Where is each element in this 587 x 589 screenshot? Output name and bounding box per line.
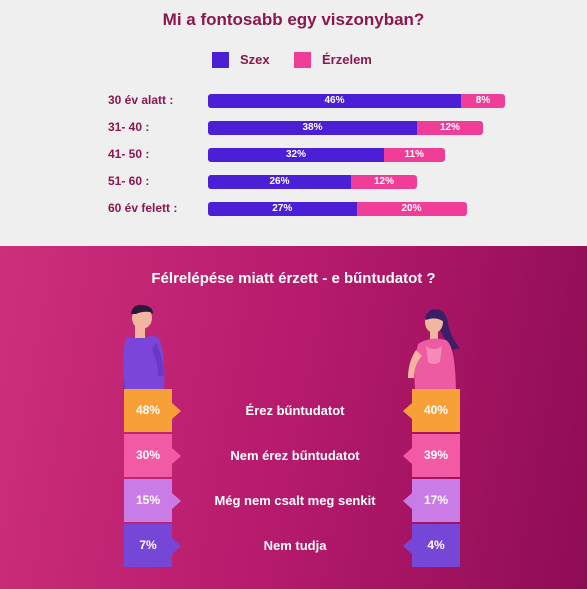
- bar-segment-szex: 46%: [208, 94, 461, 108]
- right-pointer: [403, 538, 412, 554]
- legend-label-erzelem: Érzelem: [322, 52, 372, 67]
- woman-figure: [408, 309, 460, 398]
- bar-segment-szex: 27%: [208, 202, 357, 216]
- left-pointer: [172, 448, 181, 464]
- bar-segment-erzelem: 12%: [351, 175, 417, 189]
- age-group-label: 41- 50 :: [108, 147, 150, 161]
- right-pointer: [403, 403, 412, 419]
- left-pillar-value: 48%: [124, 389, 172, 432]
- bar-segment-szex: 26%: [208, 175, 351, 189]
- right-pillar-value: 17%: [412, 479, 460, 522]
- right-pillar-value: 4%: [412, 524, 460, 567]
- age-group-label: 30 év alatt :: [108, 93, 174, 107]
- chart-title: Mi a fontosabb egy viszonyban?: [162, 10, 425, 29]
- bar-segment-erzelem: 12%: [417, 121, 483, 135]
- bar-segment-szex: 32%: [208, 148, 384, 162]
- row-label: Nem érez bűntudatot: [230, 448, 360, 463]
- bar-segment-erzelem: 20%: [356, 202, 467, 216]
- row-label: Még nem csalt meg senkit: [214, 493, 376, 508]
- left-pillar-value: 30%: [124, 434, 172, 477]
- age-group-label: 60 év felett :: [108, 201, 178, 215]
- legend-swatch-szex: [212, 52, 229, 68]
- top-section: Mi a fontosabb egy viszonyban? Szex Érze…: [0, 0, 587, 246]
- legend-swatch-erzelem: [294, 52, 311, 68]
- man-figure: [123, 304, 165, 398]
- bottom-section: Félrelépése miatt érzett - e bűntudatot …: [0, 246, 587, 589]
- left-pillar-value: 15%: [124, 479, 172, 522]
- age-group-label: 51- 60 :: [108, 174, 150, 188]
- left-pointer: [172, 403, 181, 419]
- left-pointer: [172, 538, 181, 554]
- legend-label-szex: Szex: [240, 52, 270, 67]
- right-pillar-value: 40%: [412, 389, 460, 432]
- section-title: Félrelépése miatt érzett - e bűntudatot …: [151, 270, 436, 287]
- bar-segment-szex: 38%: [208, 121, 417, 135]
- age-group-label: 31- 40 :: [108, 120, 150, 134]
- row-label: Nem tudja: [263, 538, 327, 553]
- bar-segment-erzelem: 8%: [461, 94, 505, 108]
- right-pillar-value: 39%: [412, 434, 460, 477]
- left-pointer: [172, 493, 181, 509]
- row-label: Érez bűntudatot: [245, 403, 345, 418]
- left-pillar-value: 7%: [124, 524, 172, 567]
- right-pointer: [403, 448, 412, 464]
- bar-segment-erzelem: 11%: [384, 148, 445, 162]
- right-pointer: [403, 493, 412, 509]
